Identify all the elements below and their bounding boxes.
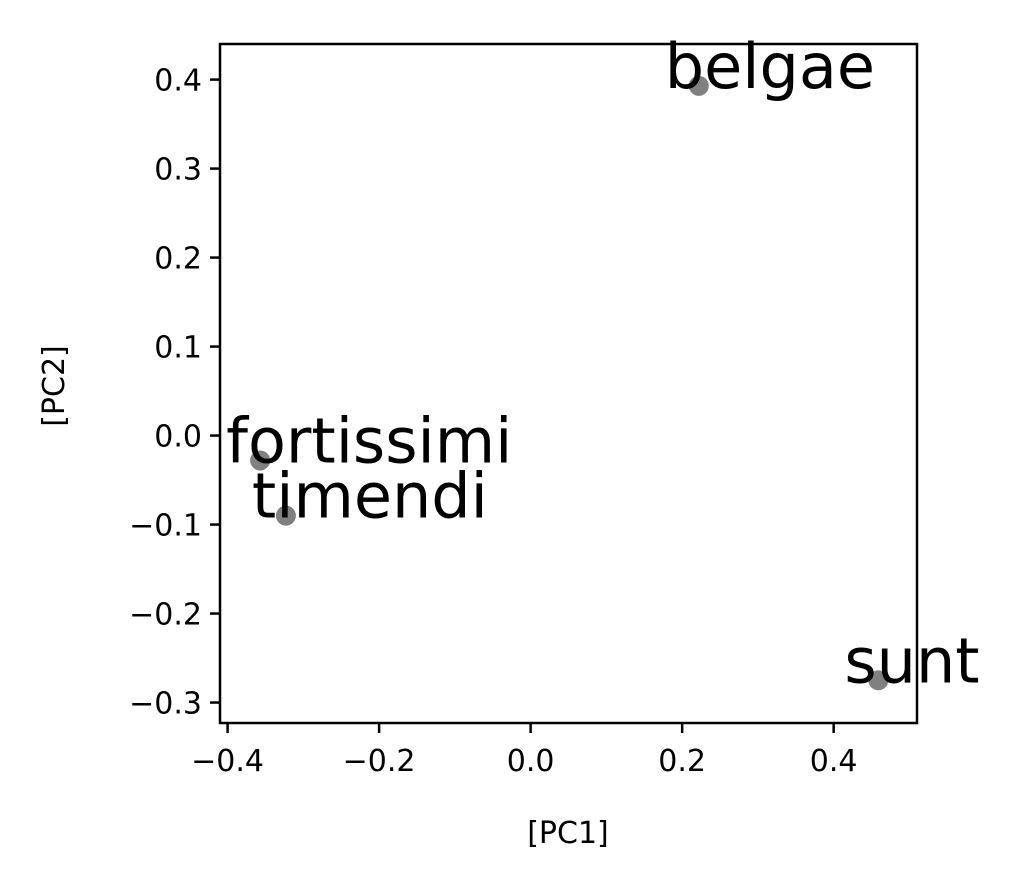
y-tick-label: −0.1 (129, 509, 202, 544)
y-tick-label: 0.2 (154, 242, 202, 277)
plot-frame (218, 42, 919, 725)
data-point-timendi (275, 505, 296, 526)
data-point-sunt (868, 670, 889, 691)
y-tick-label: −0.3 (129, 687, 202, 722)
point-label-sunt: sunt (844, 624, 979, 697)
x-axis-label: [PC1] (527, 816, 609, 851)
y-axis-label: [PC2] (37, 345, 72, 427)
ticks-layer: −0.4 −0.2 0.0 0.2 0.4 0.4 0.3 0.2 0.1 0.0 −0.1 −0.2… (129, 64, 857, 779)
x-tick-label: −0.2 (343, 744, 416, 779)
points-layer (250, 75, 889, 691)
x-tick-label: 0.2 (658, 744, 706, 779)
point-label-timendi: timendi (252, 460, 488, 533)
data-point-belgae (688, 75, 709, 96)
point-label-fortissimi: fortissimi (226, 404, 512, 477)
y-tick-label: 0.3 (154, 153, 202, 188)
y-tick-label: 0.0 (154, 420, 202, 455)
x-tick-label: 0.0 (507, 744, 555, 779)
point-label-belgae: belgae (665, 30, 875, 103)
x-tick-label: −0.4 (191, 744, 264, 779)
y-tick-label: 0.4 (154, 64, 202, 99)
y-tick-label: −0.2 (129, 598, 202, 633)
y-tick-label: 0.1 (154, 331, 202, 366)
x-tick-label: 0.4 (810, 744, 858, 779)
data-point-fortissimi (250, 450, 271, 471)
